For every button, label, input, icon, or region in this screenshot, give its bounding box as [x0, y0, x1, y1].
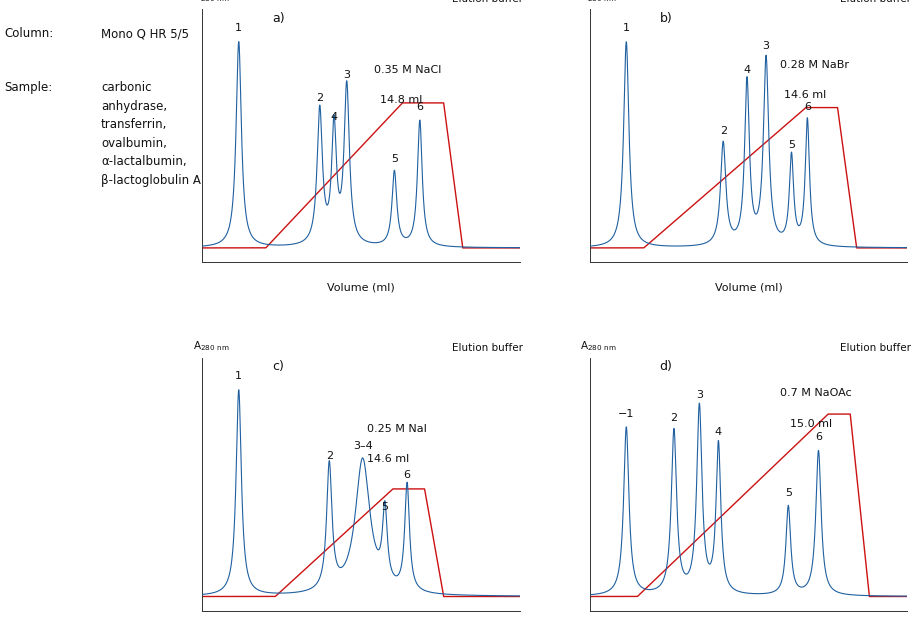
Text: Volume (ml): Volume (ml): [327, 282, 394, 292]
Text: 4: 4: [742, 65, 750, 75]
Text: 3–4: 3–4: [353, 442, 372, 452]
Text: 2: 2: [316, 93, 323, 103]
Text: Mono Q HR 5/5: Mono Q HR 5/5: [101, 27, 189, 40]
Text: 5: 5: [787, 140, 794, 150]
Text: Elution buffer: Elution buffer: [452, 0, 523, 4]
Text: 1: 1: [622, 22, 630, 33]
Text: d): d): [659, 361, 671, 373]
Text: 4: 4: [714, 427, 722, 437]
Text: a): a): [271, 12, 284, 25]
Text: 0.28 M NaBr: 0.28 M NaBr: [780, 60, 848, 70]
Text: 15.0 ml: 15.0 ml: [789, 419, 831, 429]
Text: carbonic
anhydrase,
transferrin,
ovalbumin,
α-lactalbumin,
β-lactoglobulin A and: carbonic anhydrase, transferrin, ovalbum…: [101, 82, 239, 187]
Text: 0.35 M NaCl: 0.35 M NaCl: [374, 65, 441, 75]
Text: 0.7 M NaOAc: 0.7 M NaOAc: [780, 388, 851, 398]
Text: 14.8 ml: 14.8 ml: [380, 95, 422, 105]
Text: b): b): [659, 12, 671, 25]
Text: 0.25 M NaI: 0.25 M NaI: [367, 424, 426, 434]
Text: Elution buffer: Elution buffer: [452, 343, 523, 353]
Text: 6: 6: [404, 470, 410, 480]
Text: 5: 5: [391, 154, 397, 164]
Text: 6: 6: [415, 102, 423, 112]
Text: 3: 3: [343, 70, 350, 80]
Text: 6: 6: [814, 432, 821, 442]
Text: Elution buffer: Elution buffer: [839, 0, 909, 4]
Text: 1: 1: [235, 22, 242, 33]
Text: 4: 4: [330, 112, 337, 121]
Text: A$_{280\ \mathregular{nm}}$: A$_{280\ \mathregular{nm}}$: [192, 0, 229, 4]
Text: A$_{280\ \mathregular{nm}}$: A$_{280\ \mathregular{nm}}$: [579, 339, 616, 353]
Text: 2: 2: [325, 451, 333, 461]
Text: 14.6 ml: 14.6 ml: [783, 90, 824, 100]
Text: 14.6 ml: 14.6 ml: [367, 454, 409, 464]
Text: 3: 3: [695, 390, 702, 400]
Text: 2: 2: [670, 414, 677, 424]
Text: A$_{280\ \mathregular{nm}}$: A$_{280\ \mathregular{nm}}$: [579, 0, 616, 4]
Text: 5: 5: [381, 502, 388, 512]
Text: Column:: Column:: [5, 27, 54, 40]
Text: 3: 3: [762, 42, 769, 52]
Text: 5: 5: [784, 488, 791, 498]
Text: A$_{280\ \mathregular{nm}}$: A$_{280\ \mathregular{nm}}$: [192, 339, 229, 353]
Text: 6: 6: [803, 102, 810, 112]
Text: c): c): [271, 361, 283, 373]
Text: Sample:: Sample:: [5, 82, 53, 95]
Text: Volume (ml): Volume (ml): [714, 282, 782, 292]
Text: Elution buffer: Elution buffer: [839, 343, 909, 353]
Text: −1: −1: [618, 409, 634, 419]
Text: 1: 1: [235, 371, 242, 381]
Text: 2: 2: [719, 126, 726, 136]
